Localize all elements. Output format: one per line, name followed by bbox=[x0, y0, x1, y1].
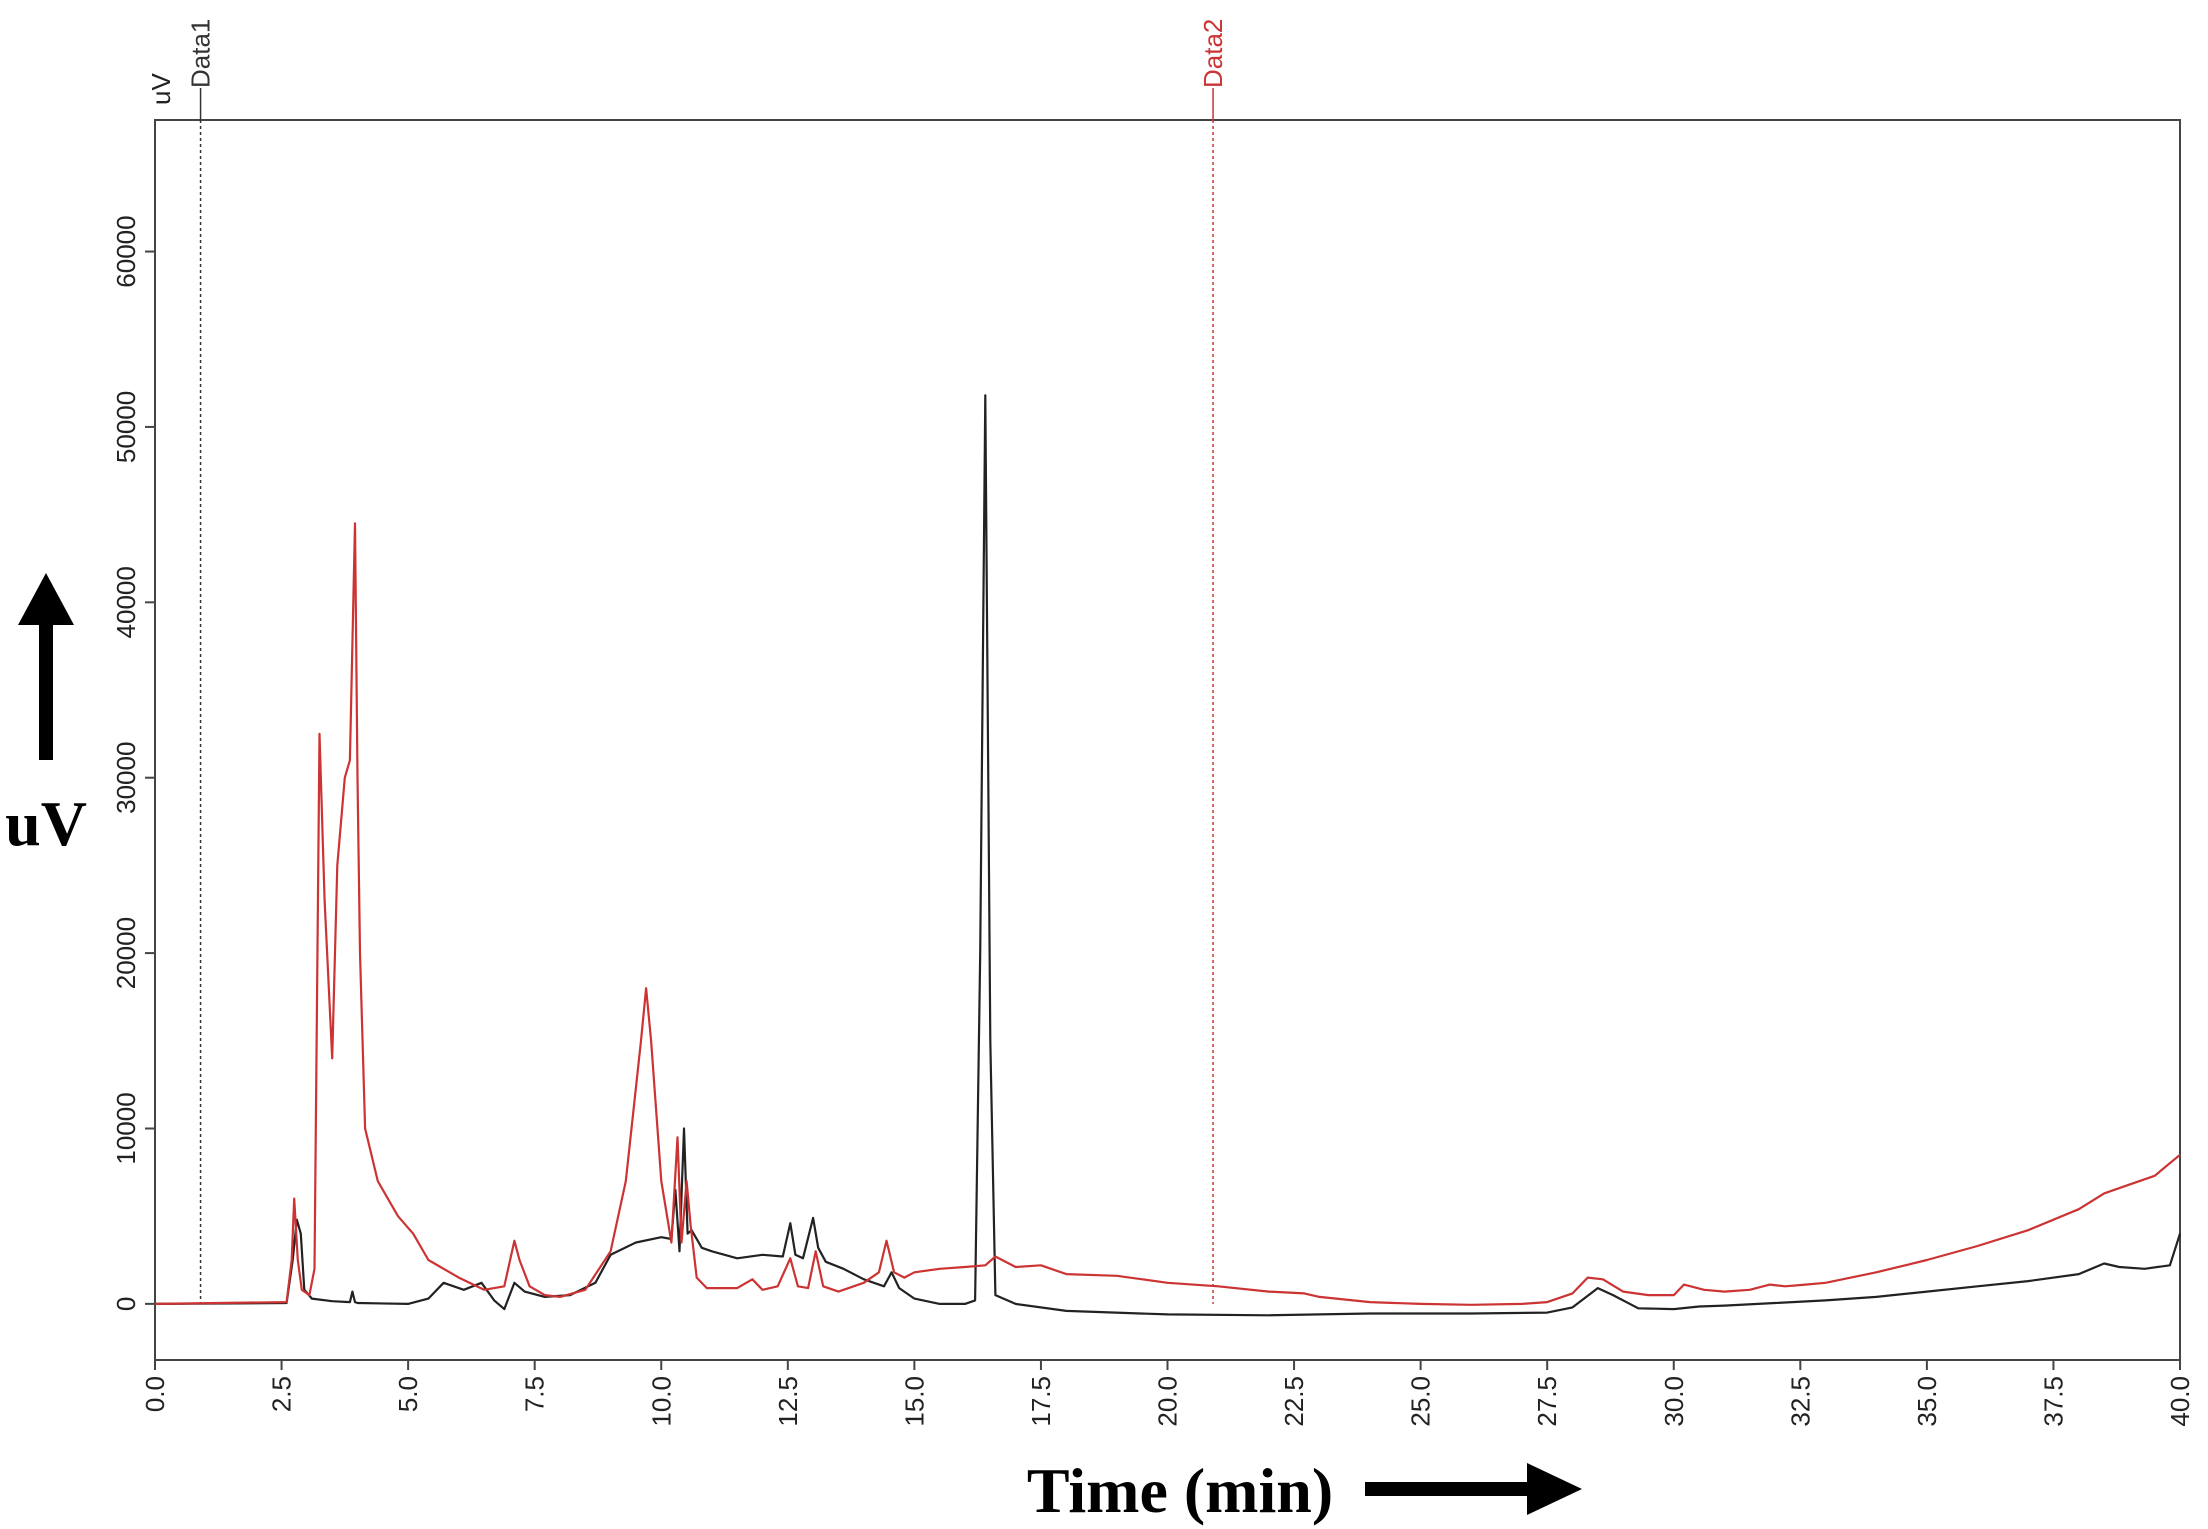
x-tick-label: 2.5 bbox=[267, 1376, 297, 1412]
x-tick-label: 35.0 bbox=[1912, 1376, 1942, 1427]
series-line-1 bbox=[154, 394, 2182, 1317]
x-tick-label: 27.5 bbox=[1532, 1376, 1562, 1427]
x-tick-label: 30.0 bbox=[1659, 1376, 1689, 1427]
x-tick-label: 17.5 bbox=[1026, 1376, 1056, 1427]
x-axis-title-group: Time (min) bbox=[1027, 1455, 1582, 1526]
axes-group: 0.0 2.5 5.0 7.5 10.0 12.5 15.0 17.5 20.0 22.5 25.0… bbox=[111, 215, 2195, 1426]
x-tick-label: 22.5 bbox=[1279, 1376, 1309, 1427]
trace-group bbox=[154, 394, 2182, 1317]
x-tick-label: 32.5 bbox=[1785, 1376, 1815, 1427]
marker-label-data2: Data2 bbox=[1198, 19, 1228, 88]
x-tick-label: 40.0 bbox=[2165, 1376, 2195, 1427]
x-tick-label: 10.0 bbox=[646, 1376, 676, 1427]
y-unit-top: uV bbox=[146, 73, 176, 105]
marker-group: Data1 Data2 bbox=[186, 19, 1228, 1304]
x-tick-label: 15.0 bbox=[899, 1376, 929, 1427]
y-tick-label: 20000 bbox=[111, 917, 141, 989]
marker-label-data1: Data1 bbox=[186, 19, 216, 88]
y-tick-label: 0 bbox=[111, 1297, 141, 1311]
up-arrow-icon bbox=[18, 573, 74, 625]
x-tick-label: 20.0 bbox=[1153, 1376, 1183, 1427]
series-line-2 bbox=[154, 522, 2181, 1306]
x-tick-label: 12.5 bbox=[773, 1376, 803, 1427]
y-tick-label: 60000 bbox=[111, 215, 141, 287]
right-arrow-icon bbox=[1527, 1463, 1582, 1515]
y-tick-label: 50000 bbox=[111, 391, 141, 463]
x-axis-title: Time (min) bbox=[1027, 1455, 1333, 1526]
y-tick-label: 40000 bbox=[111, 566, 141, 638]
x-tick-label: 37.5 bbox=[2038, 1376, 2068, 1427]
y-tick-label: 30000 bbox=[111, 742, 141, 814]
y-axis-title-group: uV bbox=[5, 573, 87, 859]
y-axis-title: uV bbox=[5, 788, 87, 859]
x-tick-label: 7.5 bbox=[520, 1376, 550, 1412]
x-tick-label: 0.0 bbox=[140, 1376, 170, 1412]
x-tick-label: 5.0 bbox=[393, 1376, 423, 1412]
x-tick-label: 25.0 bbox=[1406, 1376, 1436, 1427]
y-tick-label: 10000 bbox=[111, 1092, 141, 1164]
